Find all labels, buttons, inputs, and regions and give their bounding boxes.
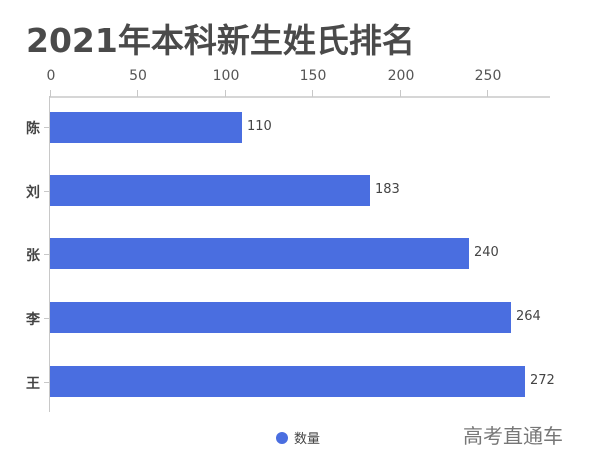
x-tick — [50, 90, 51, 97]
x-axis-line — [50, 96, 550, 98]
legend-dot-icon — [276, 431, 288, 444]
x-tick-label: 200 — [387, 68, 415, 84]
x-tick-label: 250 — [474, 68, 502, 84]
legend[interactable]: 数量 — [276, 428, 320, 447]
bar-li[interactable] — [50, 302, 511, 333]
x-tick — [312, 90, 313, 97]
y-axis-line — [49, 96, 50, 412]
watermark: 高考直通车 — [463, 424, 563, 448]
x-tick-label: 150 — [299, 68, 327, 84]
category-label: 刘 — [26, 185, 40, 201]
bar-chen[interactable] — [50, 112, 242, 143]
y-tick — [44, 254, 49, 255]
x-tick — [137, 90, 138, 97]
bar-wang[interactable] — [50, 366, 525, 397]
value-label: 183 — [375, 182, 400, 197]
legend-label: 数量 — [294, 432, 321, 447]
x-tick-label: 0 — [46, 68, 56, 84]
x-tick — [487, 90, 488, 97]
x-tick — [225, 90, 226, 97]
x-tick — [400, 90, 401, 97]
category-label: 陈 — [26, 121, 40, 137]
y-tick — [44, 382, 49, 383]
y-tick — [44, 127, 49, 128]
value-label: 240 — [474, 245, 499, 260]
value-label: 264 — [516, 309, 541, 324]
x-tick-label: 100 — [212, 68, 240, 84]
category-label: 张 — [26, 248, 40, 264]
bar-liu[interactable] — [50, 175, 370, 206]
category-label: 王 — [26, 376, 40, 392]
value-label: 272 — [530, 373, 555, 388]
value-label: 110 — [247, 119, 272, 134]
y-tick — [44, 191, 49, 192]
category-label: 李 — [26, 312, 40, 328]
chart-title: 2021年本科新生姓氏排名 — [26, 21, 415, 60]
x-tick-label: 50 — [129, 68, 147, 84]
y-tick — [44, 318, 49, 319]
bar-zhang[interactable] — [50, 238, 469, 269]
